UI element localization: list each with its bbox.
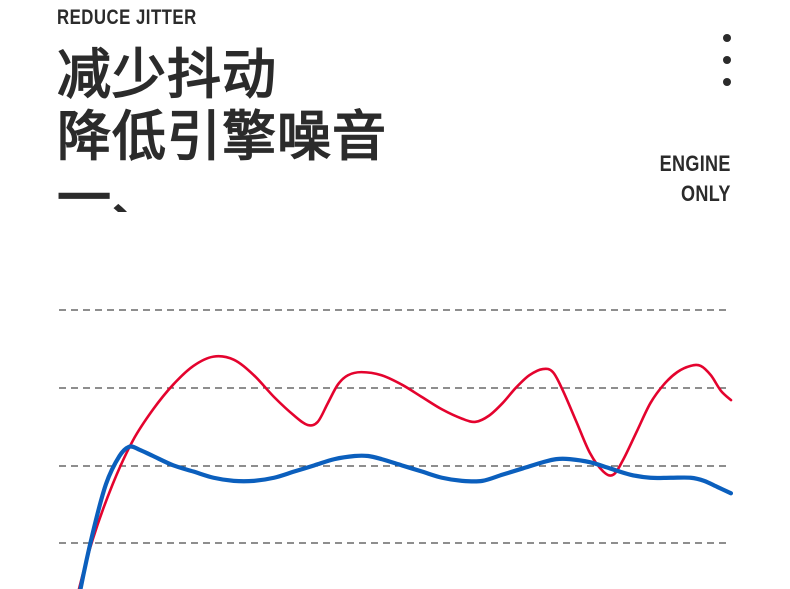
headline-line-3-clipped: 一、 bbox=[57, 169, 167, 212]
series-line-0 bbox=[77, 354, 733, 589]
kebab-dot-1 bbox=[723, 34, 731, 42]
engine-only-badge: ENGINE ONLY bbox=[644, 149, 731, 209]
chart-series bbox=[77, 354, 733, 589]
engine-only-line-1: ENGINE bbox=[659, 151, 731, 176]
eyebrow-label: REDUCE JITTER bbox=[57, 6, 197, 29]
chart-gridlines bbox=[59, 309, 731, 544]
headline: 减少抖动 降低引擎噪音 一、 bbox=[57, 44, 537, 212]
headline-line-2: 降低引擎噪音 bbox=[57, 107, 387, 167]
kebab-dot-3 bbox=[723, 78, 731, 86]
headline-line-1: 减少抖动 bbox=[57, 45, 277, 105]
kebab-menu-icon[interactable] bbox=[716, 34, 738, 86]
series-line-1 bbox=[78, 444, 733, 589]
engine-only-line-2: ONLY bbox=[681, 181, 731, 206]
header-block: REDUCE JITTER 减少抖动 降低引擎噪音 一、 bbox=[57, 0, 537, 212]
kebab-dot-2 bbox=[723, 56, 731, 64]
